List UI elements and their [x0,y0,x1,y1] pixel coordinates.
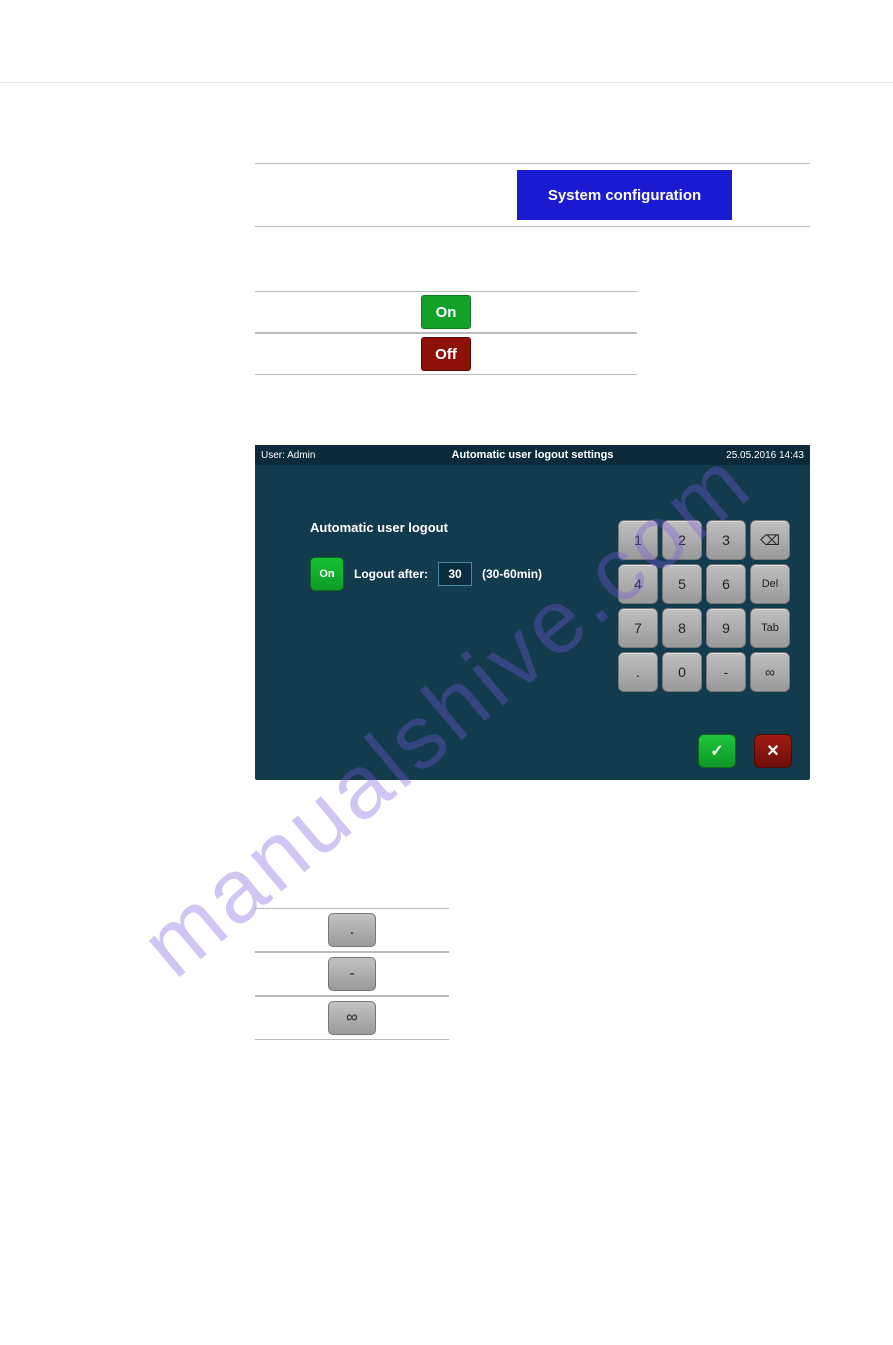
logout-value-input[interactable]: 30 [438,562,472,586]
key-8[interactable]: 8 [662,608,702,648]
datetime-label: 25.05.2016 14:43 [726,450,804,461]
confirm-button[interactable]: ✓ [698,734,736,768]
key-dot[interactable]: . [618,652,658,692]
table-row: ∞ [255,996,449,1040]
logout-after-label: Logout after: [354,567,428,581]
key-dot-icon: . [328,913,376,947]
table-row: - [255,952,449,996]
user-label: User: Admin [261,450,315,461]
key-infinity-icon: ∞ [328,1001,376,1035]
key-0[interactable]: 0 [662,652,702,692]
numeric-keypad: 1 2 3 ⌫ 4 5 6 Del 7 8 9 Tab . 0 - ∞ [618,520,790,692]
key-6[interactable]: 6 [706,564,746,604]
cancel-button[interactable]: ✕ [754,734,792,768]
table-row: Off [255,333,637,375]
device-screenshot: User: Admin Automatic user logout settin… [255,445,810,780]
mini-key-table: . - ∞ [255,908,449,1040]
key-infinity[interactable]: ∞ [750,652,790,692]
key-2[interactable]: 2 [662,520,702,560]
key-4[interactable]: 4 [618,564,658,604]
key-backspace[interactable]: ⌫ [750,520,790,560]
key-7[interactable]: 7 [618,608,658,648]
title-bar: User: Admin Automatic user logout settin… [255,445,810,465]
system-configuration-button[interactable]: System configuration [517,170,732,220]
range-hint: (30-60min) [482,567,542,581]
on-off-table: On Off [255,291,637,375]
auto-logout-toggle[interactable]: On [310,557,344,591]
toggle-on[interactable]: On [421,295,471,329]
key-5[interactable]: 5 [662,564,702,604]
key-minus[interactable]: - [706,652,746,692]
key-9[interactable]: 9 [706,608,746,648]
key-minus-icon: - [328,957,376,991]
sysconf-table-row: System configuration [255,163,810,227]
toggle-off[interactable]: Off [421,337,471,371]
section-heading: Automatic user logout [310,520,618,535]
document-page: System configuration On Off User: Admin … [0,82,893,1040]
table-row: On [255,291,637,333]
key-del[interactable]: Del [750,564,790,604]
key-tab[interactable]: Tab [750,608,790,648]
table-row: . [255,908,449,952]
key-1[interactable]: 1 [618,520,658,560]
key-3[interactable]: 3 [706,520,746,560]
